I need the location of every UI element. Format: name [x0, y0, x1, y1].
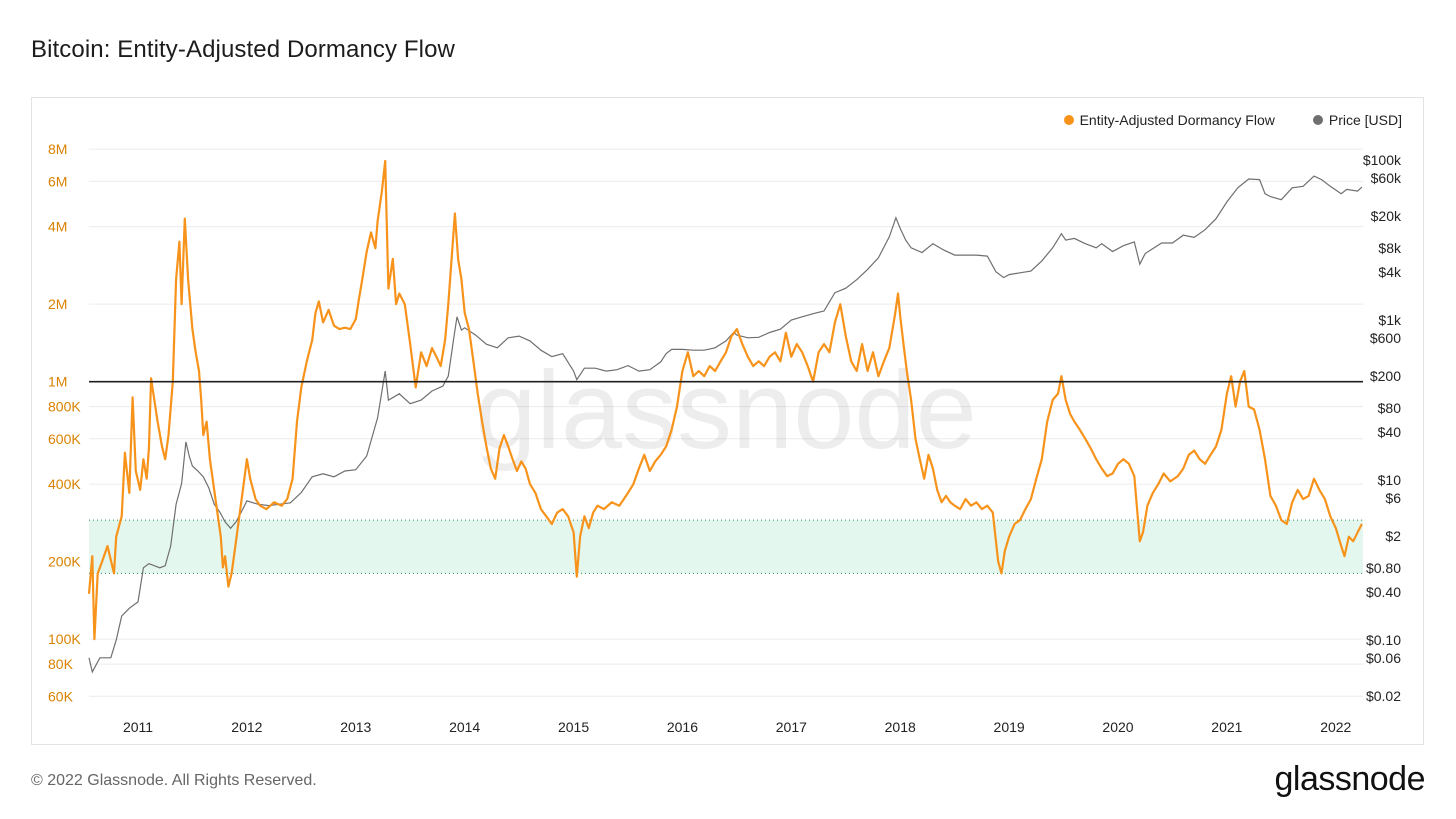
legend-label-dormancy: Entity-Adjusted Dormancy Flow	[1079, 112, 1275, 128]
chart-legend: Entity-Adjusted Dormancy Flow Price [USD…	[1063, 112, 1402, 128]
y-left-tick-label: 2M	[48, 296, 67, 312]
x-tick-label: 2018	[885, 719, 916, 735]
y-right-tick-label: $6	[1385, 490, 1401, 506]
x-tick-label: 2019	[994, 719, 1025, 735]
y-left-tick-label: 600K	[48, 431, 81, 447]
y-right-tick-label: $0.40	[1366, 584, 1401, 600]
dormancy-flow-chart: glassnode 8M 6M 4M 2M 1M 800K 600K 400K 200K 100K 8…	[48, 141, 1402, 735]
y-right-tick-label: $60k	[1371, 170, 1402, 186]
y-right-tick-label: $10	[1378, 472, 1402, 488]
watermark-text: glassnode	[475, 349, 977, 472]
y-right-tick-label: $80	[1378, 400, 1402, 416]
legend-dot-price	[1312, 115, 1323, 125]
y-left-tick-label: 200K	[48, 554, 81, 570]
y-left-tick-label: 1M	[48, 374, 67, 390]
x-tick-label: 2016	[667, 719, 698, 735]
chart-frame: glassnode 8M 6M 4M 2M 1M 800K 600K 400K 200K 100K 8…	[31, 97, 1424, 745]
y-right-tick-label: $2	[1385, 528, 1401, 544]
x-tick-label: 2015	[558, 719, 589, 735]
y-left-tick-label: 100K	[48, 631, 81, 647]
legend-item-price[interactable]: Price [USD]	[1312, 112, 1402, 128]
x-tick-label: 2012	[231, 719, 262, 735]
y-right-tick-label: $8k	[1378, 240, 1402, 256]
y-right-tick-label: $1k	[1378, 312, 1402, 328]
legend-dot-dormancy	[1063, 115, 1074, 125]
y-left-tick-label: 80K	[48, 656, 74, 672]
y-right-tick-label: $100k	[1363, 152, 1402, 168]
page-title: Bitcoin: Entity-Adjusted Dormancy Flow	[31, 36, 455, 63]
copyright-text: © 2022 Glassnode. All Rights Reserved.	[31, 772, 317, 789]
glassnode-logo[interactable]: glassnode	[1274, 760, 1425, 798]
band-area	[89, 520, 1363, 574]
x-tick-label: 2014	[449, 719, 480, 735]
x-tick-label: 2021	[1211, 719, 1242, 735]
x-tick-label: 2017	[776, 719, 807, 735]
y-left-tick-label: 800K	[48, 399, 81, 415]
y-left-tick-label: 4M	[48, 219, 67, 235]
y-left-tick-label: 60K	[48, 688, 74, 704]
y-right-tick-label: $0.80	[1366, 560, 1401, 576]
y-right-tick-label: $4k	[1378, 264, 1402, 280]
x-tick-label: 2011	[123, 719, 153, 735]
y-left-tick-label: 6M	[48, 173, 67, 189]
dormancy-series-line	[87, 159, 1363, 641]
y-right-tick-label: $0.10	[1366, 632, 1401, 648]
y-right-tick-label: $200	[1370, 368, 1401, 384]
y-right-tick-label: $40	[1378, 424, 1402, 440]
y-left-tick-label: 8M	[48, 141, 67, 157]
y-right-tick-label: $0.02	[1366, 688, 1401, 704]
x-tick-label: 2020	[1102, 719, 1133, 735]
y-right-tick-label: $0.06	[1366, 650, 1401, 666]
price-series-line	[88, 175, 1363, 674]
y-left-tick-label: 400K	[48, 476, 81, 492]
y-right-tick-label: $20k	[1371, 208, 1402, 224]
y-right-tick-label: $600	[1370, 330, 1401, 346]
legend-label-price: Price [USD]	[1328, 112, 1402, 128]
x-tick-label: 2013	[340, 719, 371, 735]
legend-item-dormancy[interactable]: Entity-Adjusted Dormancy Flow	[1063, 112, 1275, 128]
x-tick-label: 2022	[1320, 719, 1351, 735]
